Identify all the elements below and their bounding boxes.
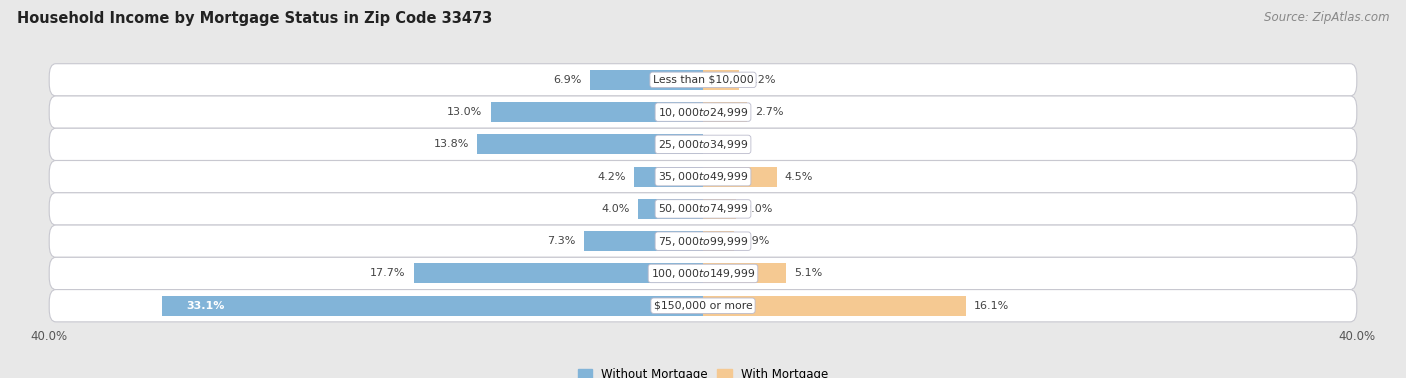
Bar bbox=[634, 167, 703, 187]
Text: 13.8%: 13.8% bbox=[434, 139, 470, 149]
Text: $50,000 to $74,999: $50,000 to $74,999 bbox=[658, 202, 748, 215]
Bar bbox=[162, 296, 703, 316]
Text: 5.1%: 5.1% bbox=[794, 268, 823, 279]
Text: 13.0%: 13.0% bbox=[447, 107, 482, 117]
Text: 4.2%: 4.2% bbox=[598, 172, 626, 182]
Bar bbox=[703, 231, 734, 251]
Text: $150,000 or more: $150,000 or more bbox=[654, 301, 752, 311]
Text: 2.0%: 2.0% bbox=[744, 204, 772, 214]
Text: 0.0%: 0.0% bbox=[711, 139, 740, 149]
FancyBboxPatch shape bbox=[49, 290, 1357, 322]
FancyBboxPatch shape bbox=[49, 257, 1357, 290]
FancyBboxPatch shape bbox=[49, 161, 1357, 193]
Text: Source: ZipAtlas.com: Source: ZipAtlas.com bbox=[1264, 11, 1389, 24]
Text: $100,000 to $149,999: $100,000 to $149,999 bbox=[651, 267, 755, 280]
Bar bbox=[703, 167, 776, 187]
Text: $35,000 to $49,999: $35,000 to $49,999 bbox=[658, 170, 748, 183]
FancyBboxPatch shape bbox=[49, 128, 1357, 161]
Text: 2.7%: 2.7% bbox=[755, 107, 783, 117]
FancyBboxPatch shape bbox=[49, 193, 1357, 225]
Text: Household Income by Mortgage Status in Zip Code 33473: Household Income by Mortgage Status in Z… bbox=[17, 11, 492, 26]
Text: 2.2%: 2.2% bbox=[747, 75, 776, 85]
Text: $10,000 to $24,999: $10,000 to $24,999 bbox=[658, 105, 748, 119]
Bar bbox=[638, 199, 703, 219]
Bar bbox=[703, 102, 747, 122]
Bar bbox=[703, 70, 740, 90]
FancyBboxPatch shape bbox=[49, 64, 1357, 96]
Bar bbox=[413, 263, 703, 284]
Bar bbox=[478, 134, 703, 154]
Text: $75,000 to $99,999: $75,000 to $99,999 bbox=[658, 235, 748, 248]
Text: 33.1%: 33.1% bbox=[187, 301, 225, 311]
FancyBboxPatch shape bbox=[49, 96, 1357, 128]
Bar bbox=[591, 70, 703, 90]
Text: 1.9%: 1.9% bbox=[742, 236, 770, 246]
Text: 17.7%: 17.7% bbox=[370, 268, 405, 279]
Text: Less than $10,000: Less than $10,000 bbox=[652, 75, 754, 85]
Bar bbox=[703, 263, 786, 284]
Bar bbox=[491, 102, 703, 122]
Legend: Without Mortgage, With Mortgage: Without Mortgage, With Mortgage bbox=[574, 363, 832, 378]
Text: 4.0%: 4.0% bbox=[602, 204, 630, 214]
Text: 6.9%: 6.9% bbox=[554, 75, 582, 85]
FancyBboxPatch shape bbox=[49, 225, 1357, 257]
Text: 16.1%: 16.1% bbox=[974, 301, 1010, 311]
Bar bbox=[703, 199, 735, 219]
Bar bbox=[703, 296, 966, 316]
Text: $25,000 to $34,999: $25,000 to $34,999 bbox=[658, 138, 748, 151]
Text: 7.3%: 7.3% bbox=[547, 236, 575, 246]
Text: 4.5%: 4.5% bbox=[785, 172, 813, 182]
Bar bbox=[583, 231, 703, 251]
